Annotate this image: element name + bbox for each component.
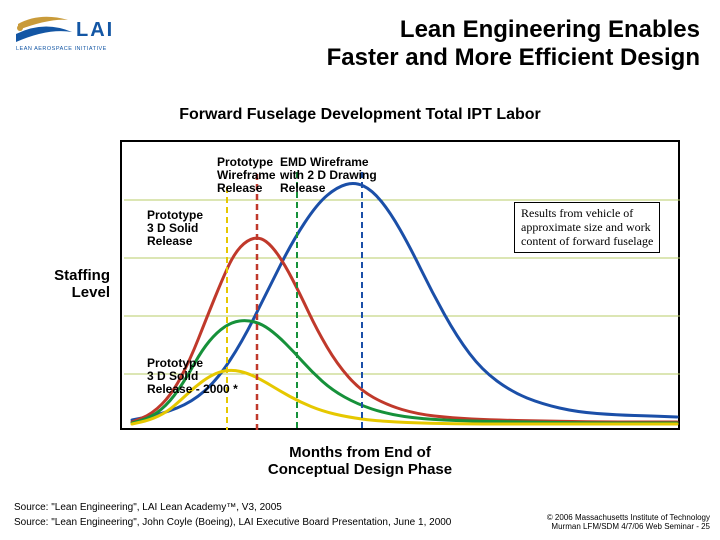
slide-title: Lean Engineering Enables Faster and More… [327,16,700,71]
chart-title: Forward Fuselage Development Total IPT L… [0,106,720,124]
title-line2: Faster and More Efficient Design [327,44,700,72]
source-line: Source: "Lean Engineering", LAI Lean Aca… [14,500,451,515]
sources: Source: "Lean Engineering", LAI Lean Aca… [14,500,451,530]
title-line1: Lean Engineering Enables [327,16,700,44]
staffing-chart: Prototype 3 D Solid Release Prototype Wir… [120,140,680,430]
chart-annotation: Prototype 3 D Solid Release - 2000 * [147,357,238,397]
chart-callout: Results from vehicle of approximate size… [514,202,660,253]
lai-logo: LAI LEAN AEROSPACE INITIATIVE [10,10,130,60]
x-axis-label: Months from End of Conceptual Design Pha… [0,444,720,479]
svg-text:LEAN AEROSPACE INITIATIVE: LEAN AEROSPACE INITIATIVE [16,46,107,52]
chart-annotation: EMD Wireframe with 2 D Drawing Release [280,156,377,196]
chart-annotation: Prototype Wireframe Release [217,156,276,196]
y-axis-label: Staffing Level [10,268,110,301]
chart-annotation: Prototype 3 D Solid Release [147,209,203,249]
svg-text:LAI: LAI [76,19,114,41]
source-line: Source: "Lean Engineering", John Coyle (… [14,515,451,530]
copyright: © 2006 Massachusetts Institute of Techno… [547,513,710,532]
